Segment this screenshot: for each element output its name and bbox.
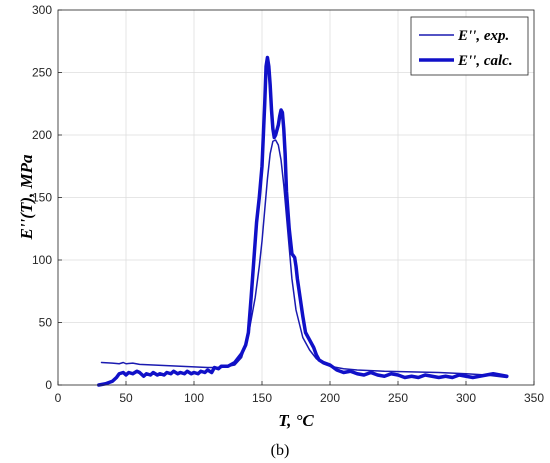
x-tick-label: 300 <box>456 391 476 405</box>
series-line-exp <box>100 139 508 379</box>
x-tick-label: 250 <box>388 391 408 405</box>
x-tick-label: 50 <box>119 391 133 405</box>
y-axis-title: E''(T), MPa <box>17 154 36 240</box>
figure-caption: (b) <box>271 442 290 459</box>
legend-label-exp: E'', exp. <box>457 28 509 44</box>
y-tick-label: 200 <box>32 128 52 142</box>
y-tick-label: 50 <box>39 316 53 330</box>
x-tick-label: 350 <box>524 391 544 405</box>
y-tick-label: 100 <box>32 253 52 267</box>
y-tick-label: 250 <box>32 66 52 80</box>
y-tick-label: 300 <box>32 3 52 17</box>
x-tick-label: 0 <box>55 391 62 405</box>
ticks: 0 50 100 150 200 250 300 350 0 50 100 150 200 250 300 <box>32 3 544 405</box>
legend-label-calc: E'', calc. <box>457 53 513 69</box>
x-axis-title: T, °C <box>278 411 314 430</box>
series-layer <box>97 55 509 387</box>
x-tick-label: 200 <box>320 391 340 405</box>
x-tick-label: 100 <box>184 391 204 405</box>
y-tick-label: 150 <box>32 191 52 205</box>
y-tick-label: 0 <box>45 378 52 392</box>
series-line-calc <box>97 55 509 387</box>
x-tick-label: 150 <box>252 391 272 405</box>
legend-box <box>410 16 529 76</box>
legend: E'', exp. E'', calc. <box>410 16 529 76</box>
